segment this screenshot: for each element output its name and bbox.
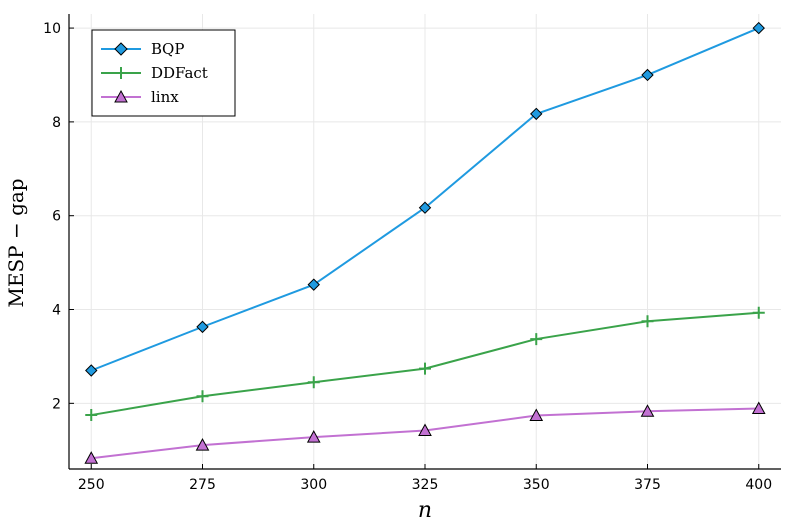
grid-lines	[69, 14, 781, 469]
series-ddfact	[85, 306, 765, 422]
x-axis-title: n	[418, 498, 432, 523]
data-point-bqp	[752, 21, 765, 35]
data-point-linx	[84, 451, 99, 464]
y-tick-label: 10	[43, 21, 61, 37]
data-point-ddfact	[85, 409, 98, 422]
y-axis-title: MESP − gap	[4, 178, 28, 307]
x-tick-label: 325	[412, 477, 439, 493]
data-point-linx	[751, 401, 766, 414]
y-tick-label: 4	[52, 303, 61, 319]
data-point-bqp	[530, 107, 543, 121]
y-tick-label: 6	[52, 209, 61, 225]
x-tick-label: 375	[634, 477, 661, 493]
legend-item-bqp: BQP	[101, 40, 184, 58]
legend-label-ddfact: DDFact	[151, 64, 208, 82]
series-layer	[84, 21, 766, 464]
legend-item-ddfact: DDFact	[101, 64, 208, 82]
axes	[68, 14, 781, 470]
legend: BQP DDFact linx	[91, 29, 236, 117]
data-point-bqp	[418, 201, 432, 214]
data-point-bqp	[307, 278, 320, 291]
x-tick-label: 300	[300, 477, 327, 493]
data-point-ddfact	[530, 333, 543, 346]
legend-marker-ddfact	[115, 67, 127, 79]
legend-marker-bqp	[114, 42, 128, 56]
data-point-bqp	[196, 320, 209, 334]
x-tick-label: 275	[189, 477, 216, 493]
legend-item-linx: linx	[101, 88, 179, 106]
data-point-linx	[306, 430, 321, 443]
x-tick-label: 350	[523, 477, 550, 493]
data-point-ddfact	[196, 390, 209, 403]
data-point-ddfact	[641, 315, 654, 328]
data-point-linx	[418, 423, 432, 437]
y-tick-label: 2	[52, 396, 61, 412]
data-point-ddfact	[307, 376, 320, 389]
x-tick-label: 400	[745, 477, 772, 493]
series-linx	[84, 401, 766, 464]
legend-label-bqp: BQP	[151, 40, 184, 58]
data-point-linx	[195, 438, 210, 451]
data-point-linx	[640, 404, 655, 417]
data-point-bqp	[641, 68, 654, 82]
legend-label-linx: linx	[151, 88, 179, 106]
x-tick-label: 250	[78, 477, 105, 493]
tick-labels: 250 275 300 325 350 375 400 2 4 6 8 10	[43, 21, 772, 493]
data-point-ddfact	[419, 362, 431, 375]
legend-marker-linx	[114, 89, 128, 103]
data-point-bqp	[85, 364, 98, 377]
series-bqp	[85, 21, 765, 377]
data-point-linx	[529, 408, 544, 422]
data-point-ddfact	[752, 306, 765, 319]
y-tick-label: 8	[52, 115, 61, 131]
